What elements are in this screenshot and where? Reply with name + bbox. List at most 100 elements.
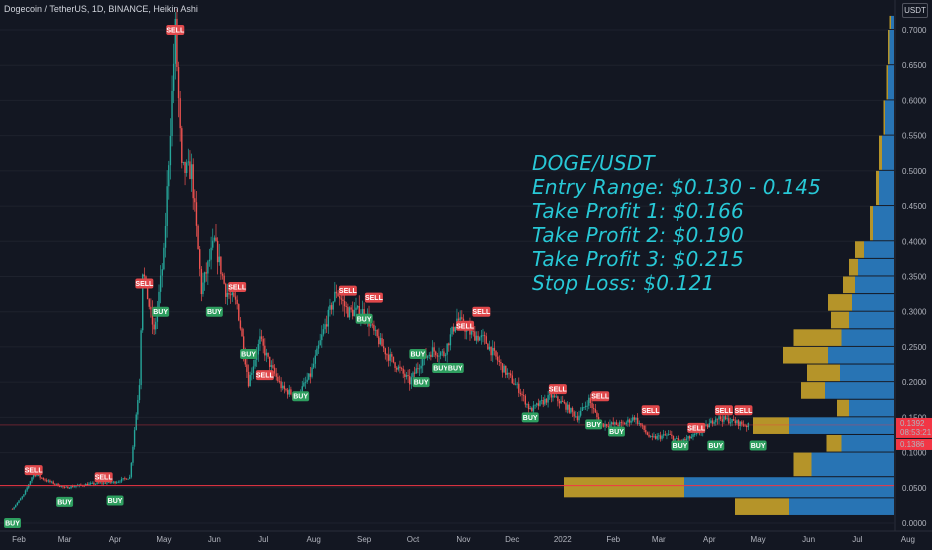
- candle-body: [142, 274, 144, 331]
- candle-body: [221, 274, 224, 276]
- y-tick-label: 0.2500: [902, 343, 927, 352]
- candle-body: [428, 354, 430, 356]
- y-tick-label: 0.3000: [902, 308, 927, 317]
- signal-box: [255, 370, 274, 381]
- candle-body: [112, 481, 115, 483]
- candle-body: [177, 67, 180, 99]
- signal-box: [56, 496, 74, 507]
- candle-body: [604, 424, 606, 427]
- candle-body: [185, 162, 188, 174]
- candle-body: [439, 352, 442, 356]
- candle-body: [536, 403, 538, 405]
- candle-body: [41, 477, 43, 479]
- candle-body: [376, 330, 378, 337]
- candle-body: [26, 487, 28, 491]
- candle-body: [189, 161, 191, 179]
- candle-body: [693, 434, 696, 435]
- candle-body: [413, 372, 416, 374]
- candle-body: [98, 482, 100, 484]
- signal-label: SELL: [687, 425, 706, 432]
- time-axis[interactable]: Feb Mar Apr May Jun Jul Aug Sep Oct Nov Dec 2022 Feb…: [0, 530, 932, 544]
- buy-signal: BUY: [355, 313, 373, 324]
- symbol-title[interactable]: Dogecoin / TetherUS, 1D, BINANCE, Heikin…: [4, 4, 198, 14]
- candle-body: [671, 434, 673, 436]
- candle-body: [327, 309, 330, 327]
- x-tick-label: Nov: [456, 535, 470, 544]
- candle-body: [122, 478, 124, 480]
- candle-body: [187, 161, 190, 163]
- candle-body: [182, 161, 185, 163]
- buy-signal: BUY: [446, 363, 464, 374]
- candle-body: [654, 436, 657, 439]
- candle-body: [509, 373, 512, 376]
- candle-body: [573, 411, 575, 417]
- candle-body: [50, 481, 53, 483]
- sell-signal: SELL: [94, 472, 113, 483]
- profile-bar-blue: [811, 452, 894, 477]
- candle-body: [184, 161, 186, 174]
- candle-body: [137, 400, 139, 415]
- profile-bar-gold: [837, 399, 849, 417]
- x-tick-label: May: [751, 535, 766, 544]
- candle-body: [286, 390, 289, 395]
- candle-body: [531, 408, 533, 412]
- x-tick-label: Jul: [852, 535, 862, 544]
- candle-body: [199, 249, 201, 269]
- profile-bar-gold: [888, 29, 890, 65]
- candle-body: [653, 436, 655, 437]
- candle-body: [571, 408, 574, 412]
- signal-box: [228, 282, 247, 293]
- candle-body: [500, 362, 502, 364]
- currency-unit-button[interactable]: USDT: [902, 3, 928, 18]
- candle-body: [672, 435, 675, 441]
- candle-body: [283, 385, 286, 390]
- candle-body: [706, 424, 709, 428]
- buy-signal: BUY: [409, 348, 427, 359]
- sell-signal: SELL: [687, 422, 706, 433]
- candle-body: [288, 389, 290, 395]
- candle-body: [374, 330, 377, 331]
- x-tick-label: Jun: [802, 535, 815, 544]
- y-tick-label: 0.1000: [902, 449, 927, 458]
- candle-body: [625, 422, 627, 425]
- candle-body: [592, 408, 595, 409]
- signal-box: [338, 285, 357, 296]
- candle-body: [153, 324, 155, 330]
- profile-bar-blue: [841, 434, 894, 452]
- candle-body: [578, 415, 580, 421]
- candle-body: [721, 419, 723, 422]
- candle-body: [104, 482, 106, 484]
- candle-body: [496, 356, 499, 361]
- candle-body: [257, 344, 260, 355]
- candle-body: [329, 305, 331, 310]
- candle-body: [513, 383, 515, 385]
- candle-body: [140, 330, 142, 386]
- x-tick-label: Feb: [12, 535, 26, 544]
- sell-signal: SELL: [166, 24, 185, 35]
- candle-body: [415, 368, 417, 374]
- y-tick-label: 0.7000: [902, 26, 927, 35]
- x-tick-label: Aug: [901, 535, 915, 544]
- candle-body: [200, 268, 203, 295]
- candle-body: [272, 365, 274, 368]
- candle-body: [645, 430, 647, 433]
- candle-body: [472, 330, 474, 332]
- candle-body: [23, 494, 25, 497]
- candle-body: [457, 318, 460, 321]
- candle-body: [117, 481, 120, 483]
- signal-label: SELL: [735, 408, 754, 415]
- candle-body: [518, 383, 520, 393]
- candle-body: [627, 419, 629, 423]
- candle-body: [623, 423, 626, 425]
- candle-body: [487, 343, 489, 350]
- candle-body: [334, 291, 336, 302]
- candle-body: [169, 135, 172, 166]
- sell-signal: SELL: [591, 391, 610, 402]
- signal-label: SELL: [591, 394, 610, 401]
- candle-body: [314, 355, 316, 364]
- candle-body: [143, 274, 146, 277]
- price-axis[interactable]: 0.7000 0.6500 0.6000 0.5500 0.5000 0.4500 0.40…: [894, 0, 927, 531]
- profile-bar-blue: [888, 65, 894, 100]
- candle-body: [562, 400, 564, 403]
